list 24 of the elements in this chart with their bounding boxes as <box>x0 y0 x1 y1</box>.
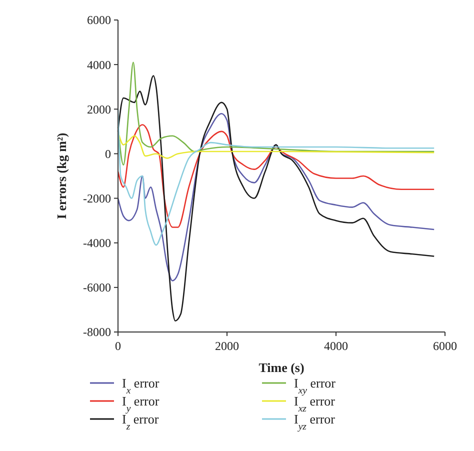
x-tick-label: 2000 <box>215 339 239 353</box>
x-tick-label: 6000 <box>433 339 457 353</box>
y-tick-label: 6000 <box>87 13 111 28</box>
y-tick-label: 4000 <box>87 58 111 72</box>
legend-label: I$_{x}$ error <box>122 376 160 396</box>
y-tick-label: -8000 <box>83 325 111 340</box>
x-tick-label: 0 <box>115 339 121 353</box>
legend-label: I$_{y}$ error <box>122 394 160 414</box>
x-tick-label: 4000 <box>324 339 348 353</box>
line-series <box>117 75 435 322</box>
line-series <box>117 124 435 228</box>
legend-label: I$_{z}$ error <box>122 412 160 432</box>
line-series <box>117 112 435 282</box>
y-tick-label: -4000 <box>83 236 111 250</box>
y-tick-label: 0 <box>105 146 111 161</box>
y-tick-label: -2000 <box>83 191 111 206</box>
legend-label: I$_{xy}$ error <box>294 376 336 396</box>
legend-label: I$_{xz}$ error <box>294 394 336 414</box>
x-axis-title: Time (s) <box>258 360 304 375</box>
legend-label: I$_{yz}$ error <box>294 412 336 432</box>
y-axis-title: I errors (kg m²) <box>54 132 69 220</box>
line-series <box>117 62 435 166</box>
y-tick-label: -6000 <box>83 280 111 295</box>
y-tick-label: 2000 <box>87 102 111 116</box>
